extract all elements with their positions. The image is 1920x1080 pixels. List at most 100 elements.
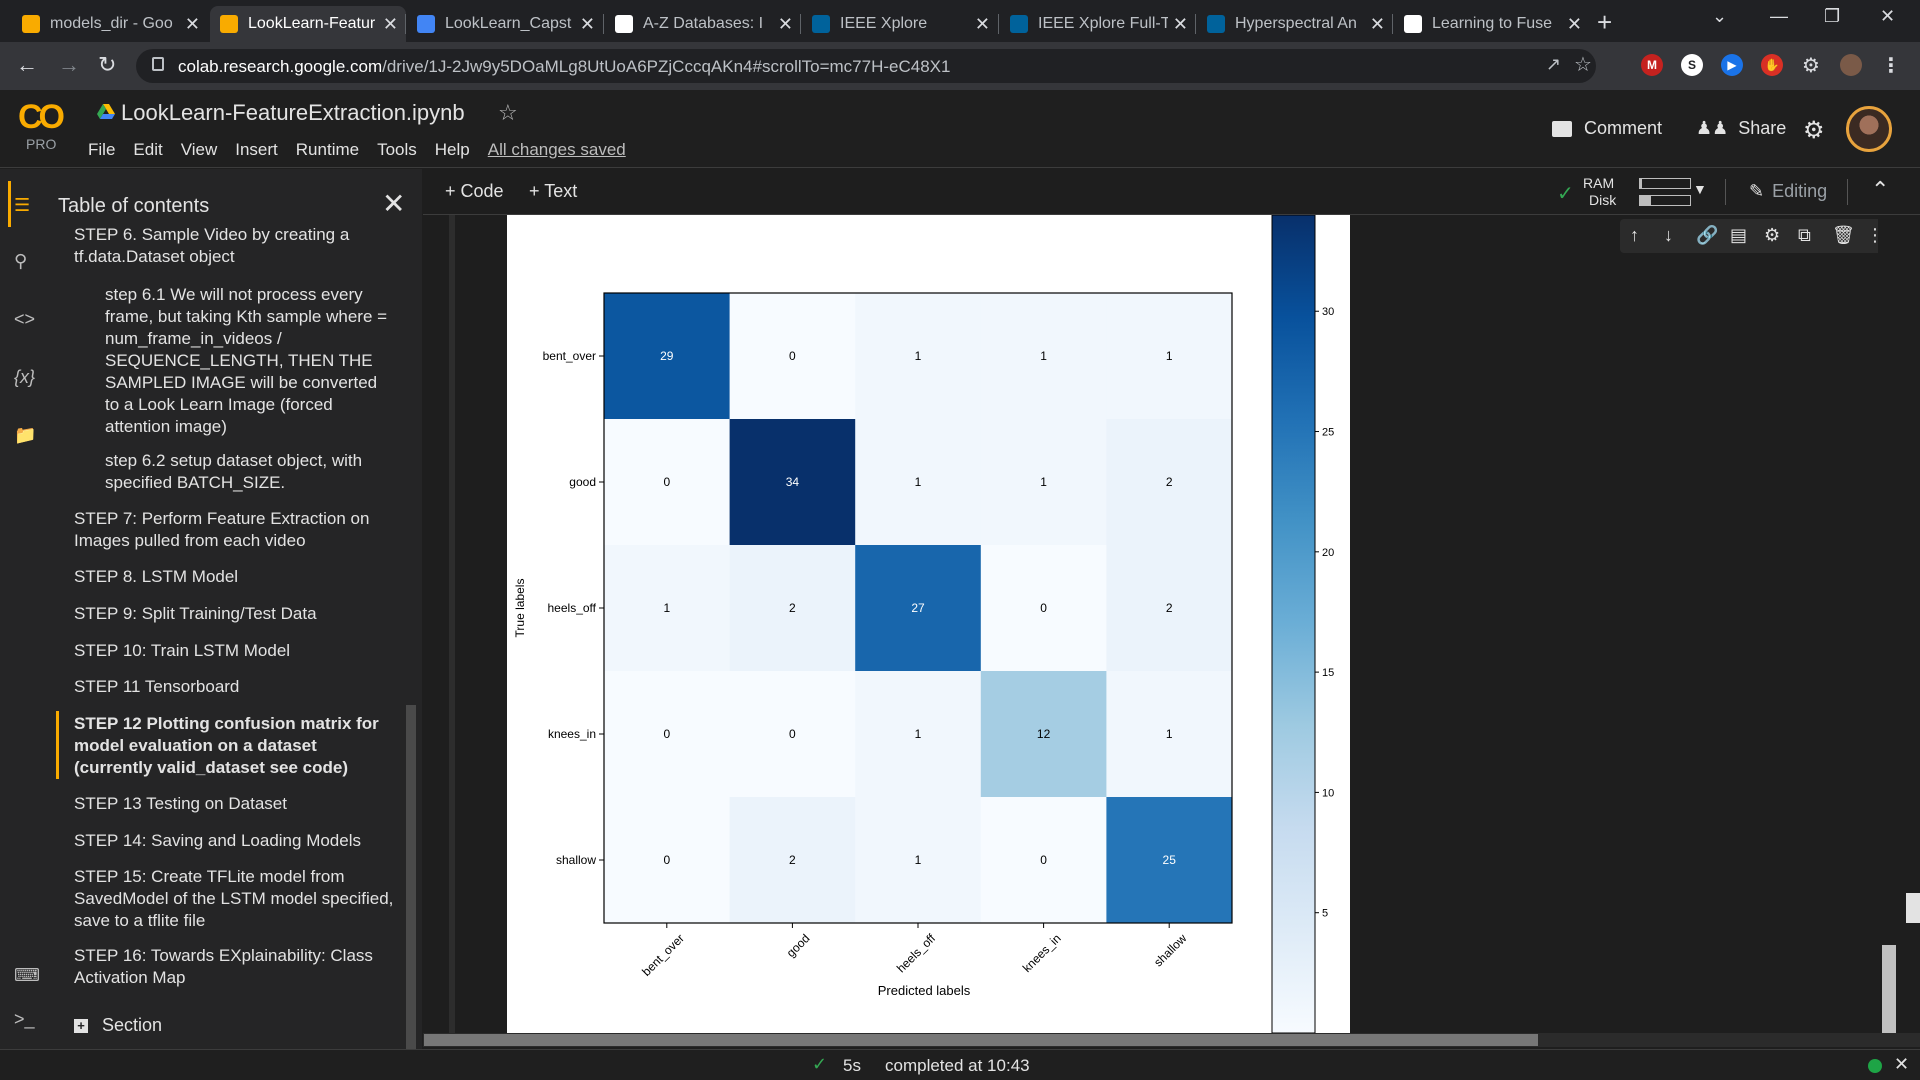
search-icon[interactable]: ⚲ (14, 251, 28, 271)
reload-icon[interactable]: ↻ (98, 52, 117, 77)
restore-icon[interactable]: ❐ (1824, 6, 1841, 26)
bookmark-star-icon[interactable]: ☆ (1574, 54, 1592, 76)
comment-button[interactable]: Comment (1552, 118, 1662, 139)
menu-view[interactable]: View (180, 140, 218, 159)
account-avatar[interactable] (1846, 106, 1892, 152)
back-icon[interactable]: ← (16, 52, 38, 77)
cell-value-label: 12 (1037, 727, 1051, 741)
menu-edit[interactable]: Edit (133, 140, 163, 159)
move-down-icon[interactable]: ↓ (1664, 225, 1673, 245)
heatmap-cell (980, 293, 1107, 420)
screencast-extension-icon[interactable]: ▶ (1721, 54, 1743, 76)
toc-item-step8[interactable]: STEP 8. LSTM Model (74, 567, 239, 586)
menu-runtime[interactable]: Runtime (295, 140, 360, 159)
colab-pro-label: PRO (26, 136, 57, 152)
link-icon[interactable]: 🔗 (1696, 225, 1719, 245)
colab-header: CO PRO LookLearn-FeatureExtraction.ipynb… (0, 90, 1920, 168)
add-text-button[interactable]: + Text (529, 181, 578, 201)
browser-tab[interactable]: Learning to Fuse ✕ (1394, 6, 1590, 42)
tab-close-icon[interactable]: ✕ (1172, 14, 1188, 34)
window-close-icon[interactable]: ✕ (1880, 6, 1896, 26)
browser-tab[interactable]: LookLearn_Capst ✕ (407, 6, 603, 42)
vertical-scrollbar-thumb[interactable] (1882, 945, 1896, 1033)
horizontal-scrollbar-thumb[interactable] (424, 1034, 1538, 1046)
browser-tab[interactable]: Hyperspectral An ✕ (1197, 6, 1393, 42)
tab-close-icon[interactable]: ✕ (382, 14, 398, 34)
delete-cell-icon[interactable]: 🗑 (1832, 225, 1855, 245)
toc-scrollbar[interactable] (406, 705, 416, 1049)
toc-item-step9[interactable]: STEP 9: Split Training/Test Data (74, 604, 317, 623)
toc-item-step10[interactable]: STEP 10: Train LSTM Model (74, 641, 291, 660)
toc-item-step12[interactable]: STEP 12 Plotting confusion matrix for mo… (74, 714, 379, 777)
files-folder-icon[interactable]: 📁 (14, 425, 37, 445)
menu-help[interactable]: Help (434, 140, 470, 159)
command-palette-icon[interactable]: ⌨ (14, 965, 40, 985)
collapse-header-icon[interactable]: ⌃ (1871, 177, 1890, 202)
vertical-scrollbar[interactable] (1878, 215, 1896, 1033)
toc-item-step15[interactable]: STEP 15: Create TFLite model from SavedM… (74, 867, 394, 930)
menu-tools[interactable]: Tools (377, 140, 417, 159)
toc-item-step6-2[interactable]: step 6.2 setup dataset object, with spec… (105, 451, 363, 492)
tab-close-icon[interactable]: ✕ (1369, 14, 1385, 34)
resources-dropdown-icon[interactable]: ▼ (1693, 181, 1707, 197)
notebook-title[interactable]: LookLearn-FeatureExtraction.ipynb (121, 100, 465, 125)
add-code-button[interactable]: + Code (445, 181, 504, 201)
browser-tab[interactable]: A-Z Databases: I ✕ (605, 6, 801, 42)
settings-gear-icon[interactable]: ⚙ (1803, 117, 1825, 144)
tab-close-icon[interactable]: ✕ (974, 14, 990, 34)
profile-avatar-icon[interactable] (1840, 54, 1862, 76)
browser-menu-icon[interactable]: ⋮ (1881, 54, 1901, 77)
grammarly-extension-icon[interactable]: S (1681, 54, 1703, 76)
variables-icon[interactable]: {x} (14, 367, 36, 387)
mirror-cell-icon[interactable]: ⧉ (1798, 225, 1811, 245)
menu-file[interactable]: File (88, 140, 116, 159)
minimize-icon[interactable]: — (1770, 6, 1788, 26)
toc-item-step11[interactable]: STEP 11 Tensorboard (74, 677, 240, 696)
toc-item-step13[interactable]: STEP 13 Testing on Dataset (74, 794, 287, 813)
tab-search-icon[interactable]: ⌄ (1712, 6, 1728, 26)
editing-mode-button[interactable]: ✎ Editing (1749, 181, 1827, 202)
browser-tab[interactable]: IEEE Xplore Full-T ✕ (1000, 6, 1196, 42)
tab-close-icon[interactable]: ✕ (777, 14, 793, 34)
heatmap-cell (980, 671, 1107, 798)
share-page-icon[interactable]: ↗ (1546, 54, 1562, 74)
new-tab-button[interactable]: + (1597, 7, 1613, 37)
toc-item-step16[interactable]: STEP 16: Towards EXplainability: Class A… (74, 946, 373, 987)
save-status-link[interactable]: All changes saved (487, 140, 626, 159)
cell-value-label: 1 (663, 601, 670, 615)
tab-close-icon[interactable]: ✕ (579, 14, 595, 34)
browser-tab[interactable]: models_dir - Goo ✕ (12, 6, 208, 42)
y-tick-label: bent_over (543, 349, 596, 363)
forward-icon[interactable]: → (58, 52, 80, 77)
terminal-icon[interactable]: >_ (14, 1009, 35, 1029)
browser-tab[interactable]: IEEE Xplore ✕ (802, 6, 998, 42)
toc-close-icon[interactable]: ✕ (382, 188, 406, 219)
toc-item-step6[interactable]: STEP 6. Sample Video by creating a tf.da… (74, 225, 350, 266)
url-text[interactable]: colab.research.google.com/drive/1J-2Jw9y… (178, 57, 950, 77)
move-up-icon[interactable]: ↑ (1630, 225, 1639, 245)
colab-logo[interactable]: CO (18, 98, 65, 136)
address-bar-row: ← → ↻ colab.research.google.com/drive/1J… (0, 42, 1920, 90)
menu-insert[interactable]: Insert (235, 140, 278, 159)
heatmap-cell (1106, 671, 1233, 798)
omnibox[interactable]: colab.research.google.com/drive/1J-2Jw9y… (136, 49, 1596, 83)
cell-settings-icon[interactable]: ⚙ (1764, 225, 1781, 245)
share-button[interactable]: ♟♟ Share (1696, 118, 1786, 139)
toc-item-step14[interactable]: STEP 14: Saving and Loading Models (74, 831, 361, 850)
tab-close-icon[interactable]: ✕ (1566, 14, 1582, 34)
toc-list-icon[interactable]: ☰ (14, 195, 31, 215)
browser-tab[interactable]: LookLearn-Featur ✕ (210, 6, 406, 42)
adblock-extension-icon[interactable]: ✋ (1761, 54, 1783, 76)
toc-item-step7[interactable]: STEP 7: Perform Feature Extraction on Im… (74, 509, 370, 550)
tab-close-icon[interactable]: ✕ (184, 14, 200, 34)
toc-item-step6-1[interactable]: step 6.1 We will not process every frame… (105, 285, 388, 436)
colorbar-tick-label: 15 (1322, 667, 1334, 679)
star-icon[interactable]: ☆ (498, 100, 518, 125)
gmail-extension-icon[interactable]: M (1641, 54, 1663, 76)
add-section-button[interactable]: + Section (74, 1015, 162, 1036)
code-snippets-icon[interactable]: <> (14, 309, 36, 329)
status-close-icon[interactable]: ✕ (1894, 1054, 1910, 1074)
extensions-puzzle-icon[interactable]: ⚙ (1802, 54, 1820, 77)
url-path: /drive/1J-2Jw9y5DOaMLg8UtUoA6PZjCccqAKn4… (382, 57, 951, 76)
add-comment-icon[interactable]: ▤ (1730, 225, 1748, 245)
